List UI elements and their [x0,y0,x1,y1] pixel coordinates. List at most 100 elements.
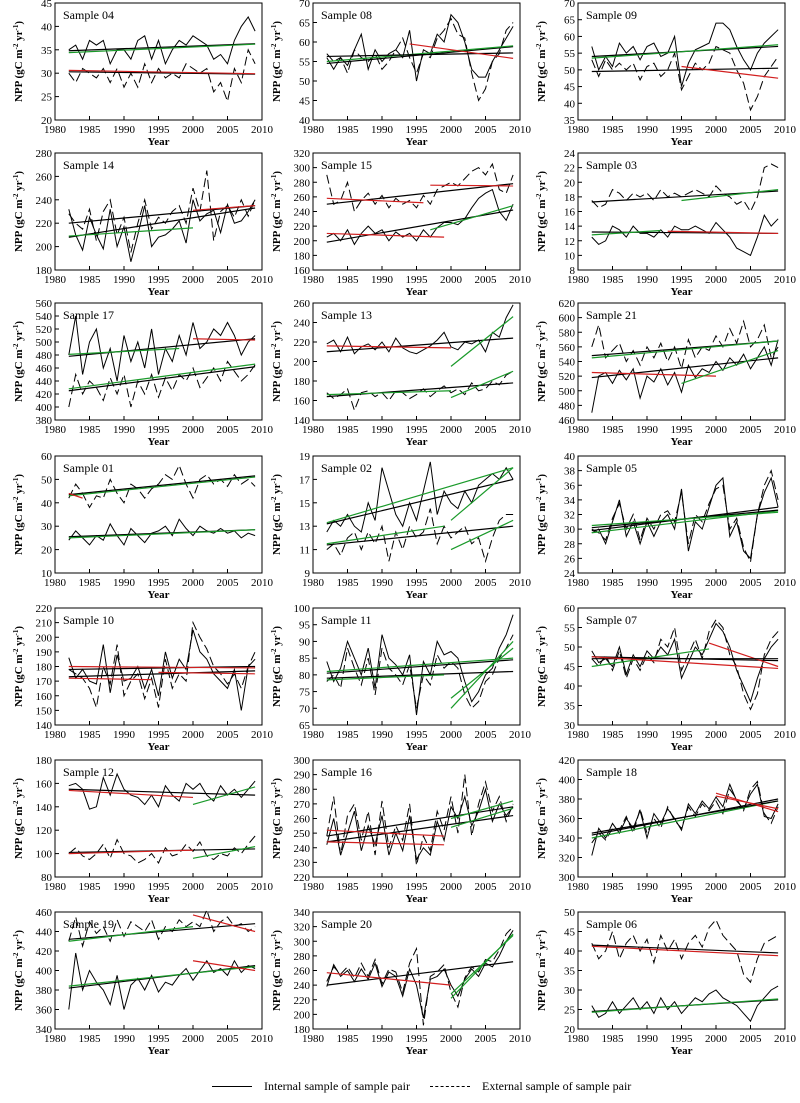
trend-line-green [591,998,779,1013]
y-tick-label: 340 [36,1024,53,1036]
y-tick-label: 340 [559,833,576,845]
x-tick-label: 2010 [509,577,532,589]
y-tick-label: 45 [564,927,576,939]
y-tick-label: 32 [564,510,575,522]
y-tick-label: 580 [559,327,576,339]
series-external-line [68,835,256,864]
y-tick-label: 280 [36,148,53,160]
x-tick-label: 1980 [302,424,325,436]
trend-line-green [326,45,514,63]
x-tick-label: 1995 [671,729,694,741]
x-tick-label: 1985 [602,274,625,286]
series-external-line [68,908,256,949]
x-tick-label: 1980 [44,1033,67,1045]
y-axis-label: NPP (gC m-2 yr-1) [535,778,548,859]
x-tick-label: 1985 [602,729,625,741]
y-tick-label: 210 [36,618,53,630]
x-tick-label: 2000 [182,424,205,436]
x-tick-label: 2005 [740,424,763,436]
y-tick-label: 20 [564,177,576,189]
panel-sample-06: 20 25 30 35 40 45 50 1980 1985 1990 1995 2000 2005 20… [535,907,797,1057]
trend-line-green [591,340,779,359]
trend-line-red [326,197,424,204]
y-tick-label: 240 [294,318,311,330]
y-tick-label: 35 [564,115,576,127]
y-tick-label: 25 [564,1005,576,1017]
y-tick-label: 30 [564,524,576,536]
x-axis-label: Year [406,589,428,601]
y-tick-label: 400 [559,775,576,787]
x-tick-label: 2000 [440,274,463,286]
x-tick-label: 2005 [740,729,763,741]
trend-line-black [326,209,514,243]
trend-line-red [326,841,445,846]
y-axis-label: NPP (gC m-2 yr-1) [535,21,548,102]
series-internal-line [68,518,256,546]
x-tick-label: 2000 [705,577,728,589]
trend-line-red [326,232,445,238]
trend-line-black [326,525,514,546]
trend-line-black [591,944,779,954]
x-tick-label: 1995 [148,1033,171,1045]
trend-line-red [68,492,83,499]
x-tick-label: 1980 [567,424,590,436]
trend-line-red [715,795,779,810]
y-tick-label: 260 [294,298,311,310]
panel-title: Sample 14 [63,158,114,172]
trend-line-black [68,665,256,671]
series-internal-line [591,622,779,704]
y-axis-label: NPP (gC m-2 yr-1) [12,21,25,102]
y-tick-label: 40 [41,498,53,510]
x-tick-label: 2000 [705,274,728,286]
x-axis-label: Year [148,286,170,298]
y-tick-label: 500 [36,337,53,349]
x-tick-label: 2005 [475,424,498,436]
y-tick-label: 180 [36,755,53,767]
panel-title: Sample 04 [63,8,114,22]
x-tick-label: 1990 [113,1033,136,1045]
x-tick-label: 1995 [406,424,429,436]
series-internal-line [68,199,256,262]
y-axis-label: NPP (gC m-2 yr-1) [12,321,25,402]
y-tick-label: 480 [36,350,53,362]
series-external-line [591,780,779,844]
x-tick-label: 1985 [79,881,102,893]
x-tick-label: 1985 [602,881,625,893]
trend-line-green [591,44,779,59]
series-internal-line [68,315,256,382]
legend-label-external: External sample of sample pair [482,1079,632,1093]
trend-line-green [591,648,710,668]
trend-line-black [68,475,256,496]
y-axis-label: NPP (gC m-2 yr-1) [535,626,548,707]
y-tick-label: 50 [564,65,576,77]
series-external-line [591,469,779,564]
x-tick-label: 1990 [113,274,136,286]
x-tick-label: 2010 [251,274,274,286]
y-tick-label: 560 [36,298,53,310]
panel-sample-07: 30 35 40 45 50 55 60 1980 1985 1990 1995 2000 2005 20… [535,603,797,753]
panel-sample-20: 180 200 220 240 260 280 300 320 340 1980 1985 1990 1… [270,907,532,1057]
y-tick-label: 360 [559,814,576,826]
x-tick-label: 2010 [251,424,274,436]
x-tick-label: 1990 [636,881,659,893]
y-tick-label: 100 [294,603,311,615]
panel-title: Sample 11 [321,613,372,627]
x-tick-label: 1995 [406,274,429,286]
y-tick-label: 240 [294,843,311,855]
panel-title: Sample 09 [586,8,637,22]
x-tick-label: 1995 [148,124,171,136]
y-tick-label: 240 [294,207,311,219]
y-tick-label: 190 [36,647,53,659]
y-tick-label: 90 [299,636,311,648]
x-tick-label: 1990 [371,424,394,436]
y-axis-label: NPP (gC m-2 yr-1) [270,626,283,707]
x-tick-label: 1980 [567,729,590,741]
y-tick-label: 50 [564,907,576,919]
x-tick-label: 2000 [440,424,463,436]
legend-swatch-dashed [430,1086,470,1087]
x-tick-label: 2005 [217,881,240,893]
x-tick-label: 1995 [148,881,171,893]
x-tick-label: 2000 [705,881,728,893]
trend-line-black [591,800,779,834]
